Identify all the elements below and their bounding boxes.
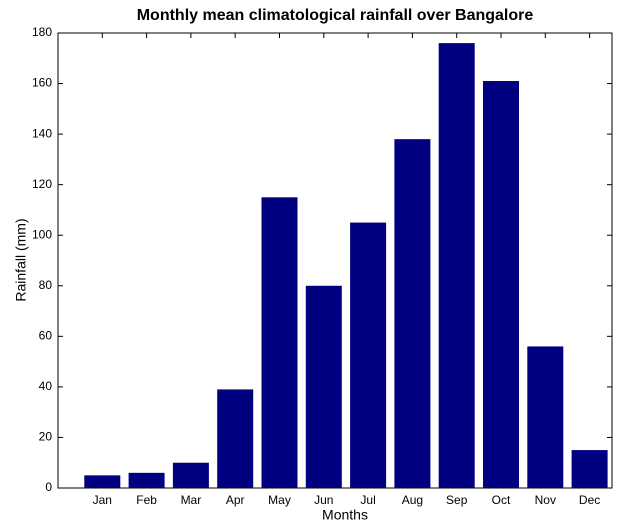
x-tick-label: Oct [492, 493, 511, 507]
y-axis-label: Rainfall (mm) [13, 218, 29, 301]
bar [128, 472, 165, 488]
y-tick-label: 180 [32, 25, 52, 39]
y-tick-label: 100 [32, 227, 52, 241]
x-tick-label: Feb [136, 493, 157, 507]
y-tick-label: 60 [39, 329, 53, 343]
x-axis-label: Months [322, 507, 368, 523]
bar [350, 222, 387, 489]
bar [394, 139, 431, 488]
x-tick-label: Jun [314, 493, 333, 507]
bar [527, 346, 564, 488]
bar [84, 475, 121, 488]
x-tick-label: Dec [579, 493, 600, 507]
bar [305, 285, 342, 488]
bar [261, 197, 298, 489]
x-tick-label: Jul [360, 493, 375, 507]
bar [217, 389, 254, 488]
x-tick-label: Nov [535, 493, 556, 507]
x-tick-label: May [268, 493, 291, 507]
x-tick-label: Mar [181, 493, 202, 507]
x-tick-label: Jan [93, 493, 112, 507]
y-tick-label: 40 [39, 379, 53, 393]
bar [172, 462, 209, 488]
bar [571, 450, 608, 488]
y-tick-label: 0 [45, 480, 52, 494]
x-tick-label: Aug [402, 493, 423, 507]
bar [483, 81, 519, 489]
y-tick-label: 140 [32, 126, 52, 140]
chart-title: Monthly mean climatological rainfall ove… [137, 7, 534, 24]
x-tick-label: Apr [226, 493, 245, 507]
x-tick-label: Sep [446, 493, 468, 507]
y-tick-label: 120 [32, 177, 52, 191]
y-tick-label: 160 [32, 76, 52, 90]
y-tick-label: 20 [39, 430, 53, 444]
bar [438, 43, 475, 488]
y-tick-label: 80 [39, 278, 53, 292]
